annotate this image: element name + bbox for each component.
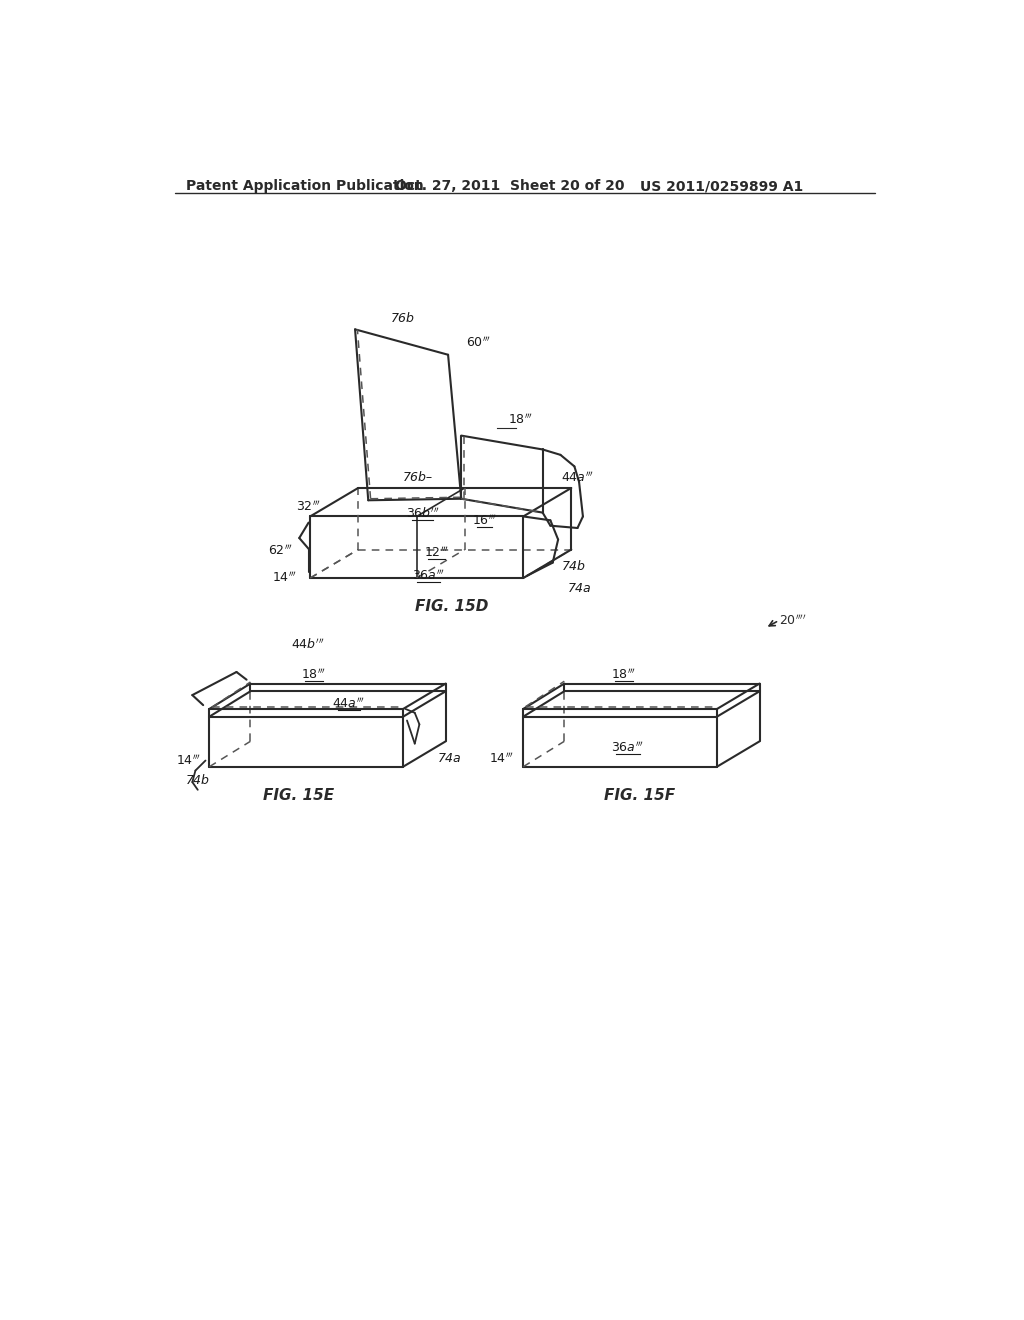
Text: $18^{\prime\prime\prime}$: $18^{\prime\prime\prime}$ <box>301 667 327 681</box>
Text: $60^{\prime\prime\prime}$: $60^{\prime\prime\prime}$ <box>466 337 492 350</box>
Text: $44a^{\prime\prime\prime}$: $44a^{\prime\prime\prime}$ <box>561 471 595 486</box>
Text: $44b^{\prime\prime\prime}$: $44b^{\prime\prime\prime}$ <box>291 638 325 652</box>
Text: $18^{\prime\prime\prime}$: $18^{\prime\prime\prime}$ <box>611 667 637 681</box>
Text: 74a: 74a <box>568 582 592 594</box>
Text: $14^{\prime\prime\prime}$: $14^{\prime\prime\prime}$ <box>271 570 297 585</box>
Text: $62^{\prime\prime\prime}$: $62^{\prime\prime\prime}$ <box>268 544 293 558</box>
Text: FIG. 15D: FIG. 15D <box>416 599 488 614</box>
Text: 74b: 74b <box>562 560 586 573</box>
Text: $36a^{\prime\prime\prime}$: $36a^{\prime\prime\prime}$ <box>412 569 445 583</box>
Text: $32^{\prime\prime\prime}$: $32^{\prime\prime\prime}$ <box>296 499 321 513</box>
Text: $14^{\prime\prime\prime}$: $14^{\prime\prime\prime}$ <box>488 752 514 766</box>
Text: $18^{\prime\prime\prime}$: $18^{\prime\prime\prime}$ <box>508 413 532 428</box>
Text: $12^{\prime\prime\prime}$: $12^{\prime\prime\prime}$ <box>424 545 449 560</box>
Text: $36b^{\prime\prime\prime}$: $36b^{\prime\prime\prime}$ <box>406 507 439 521</box>
Text: 74a: 74a <box>438 752 462 766</box>
Text: $20^{\prime\prime\prime\prime}$: $20^{\prime\prime\prime\prime}$ <box>779 614 807 627</box>
Text: FIG. 15E: FIG. 15E <box>263 788 334 804</box>
Text: 76b: 76b <box>391 312 415 325</box>
Text: $16^{\prime\prime\prime}$: $16^{\prime\prime\prime}$ <box>472 513 497 528</box>
Text: $44a^{\prime\prime\prime}$: $44a^{\prime\prime\prime}$ <box>332 697 366 710</box>
Text: 76b–: 76b– <box>402 471 432 484</box>
Text: Oct. 27, 2011  Sheet 20 of 20: Oct. 27, 2011 Sheet 20 of 20 <box>395 180 625 193</box>
Text: 74b: 74b <box>185 774 210 787</box>
Text: $36a^{\prime\prime\prime}$: $36a^{\prime\prime\prime}$ <box>611 741 644 755</box>
Text: US 2011/0259899 A1: US 2011/0259899 A1 <box>640 180 803 193</box>
Text: FIG. 15F: FIG. 15F <box>604 788 675 804</box>
Text: Patent Application Publication: Patent Application Publication <box>186 180 424 193</box>
Text: $14^{\prime\prime\prime}$: $14^{\prime\prime\prime}$ <box>176 754 202 768</box>
